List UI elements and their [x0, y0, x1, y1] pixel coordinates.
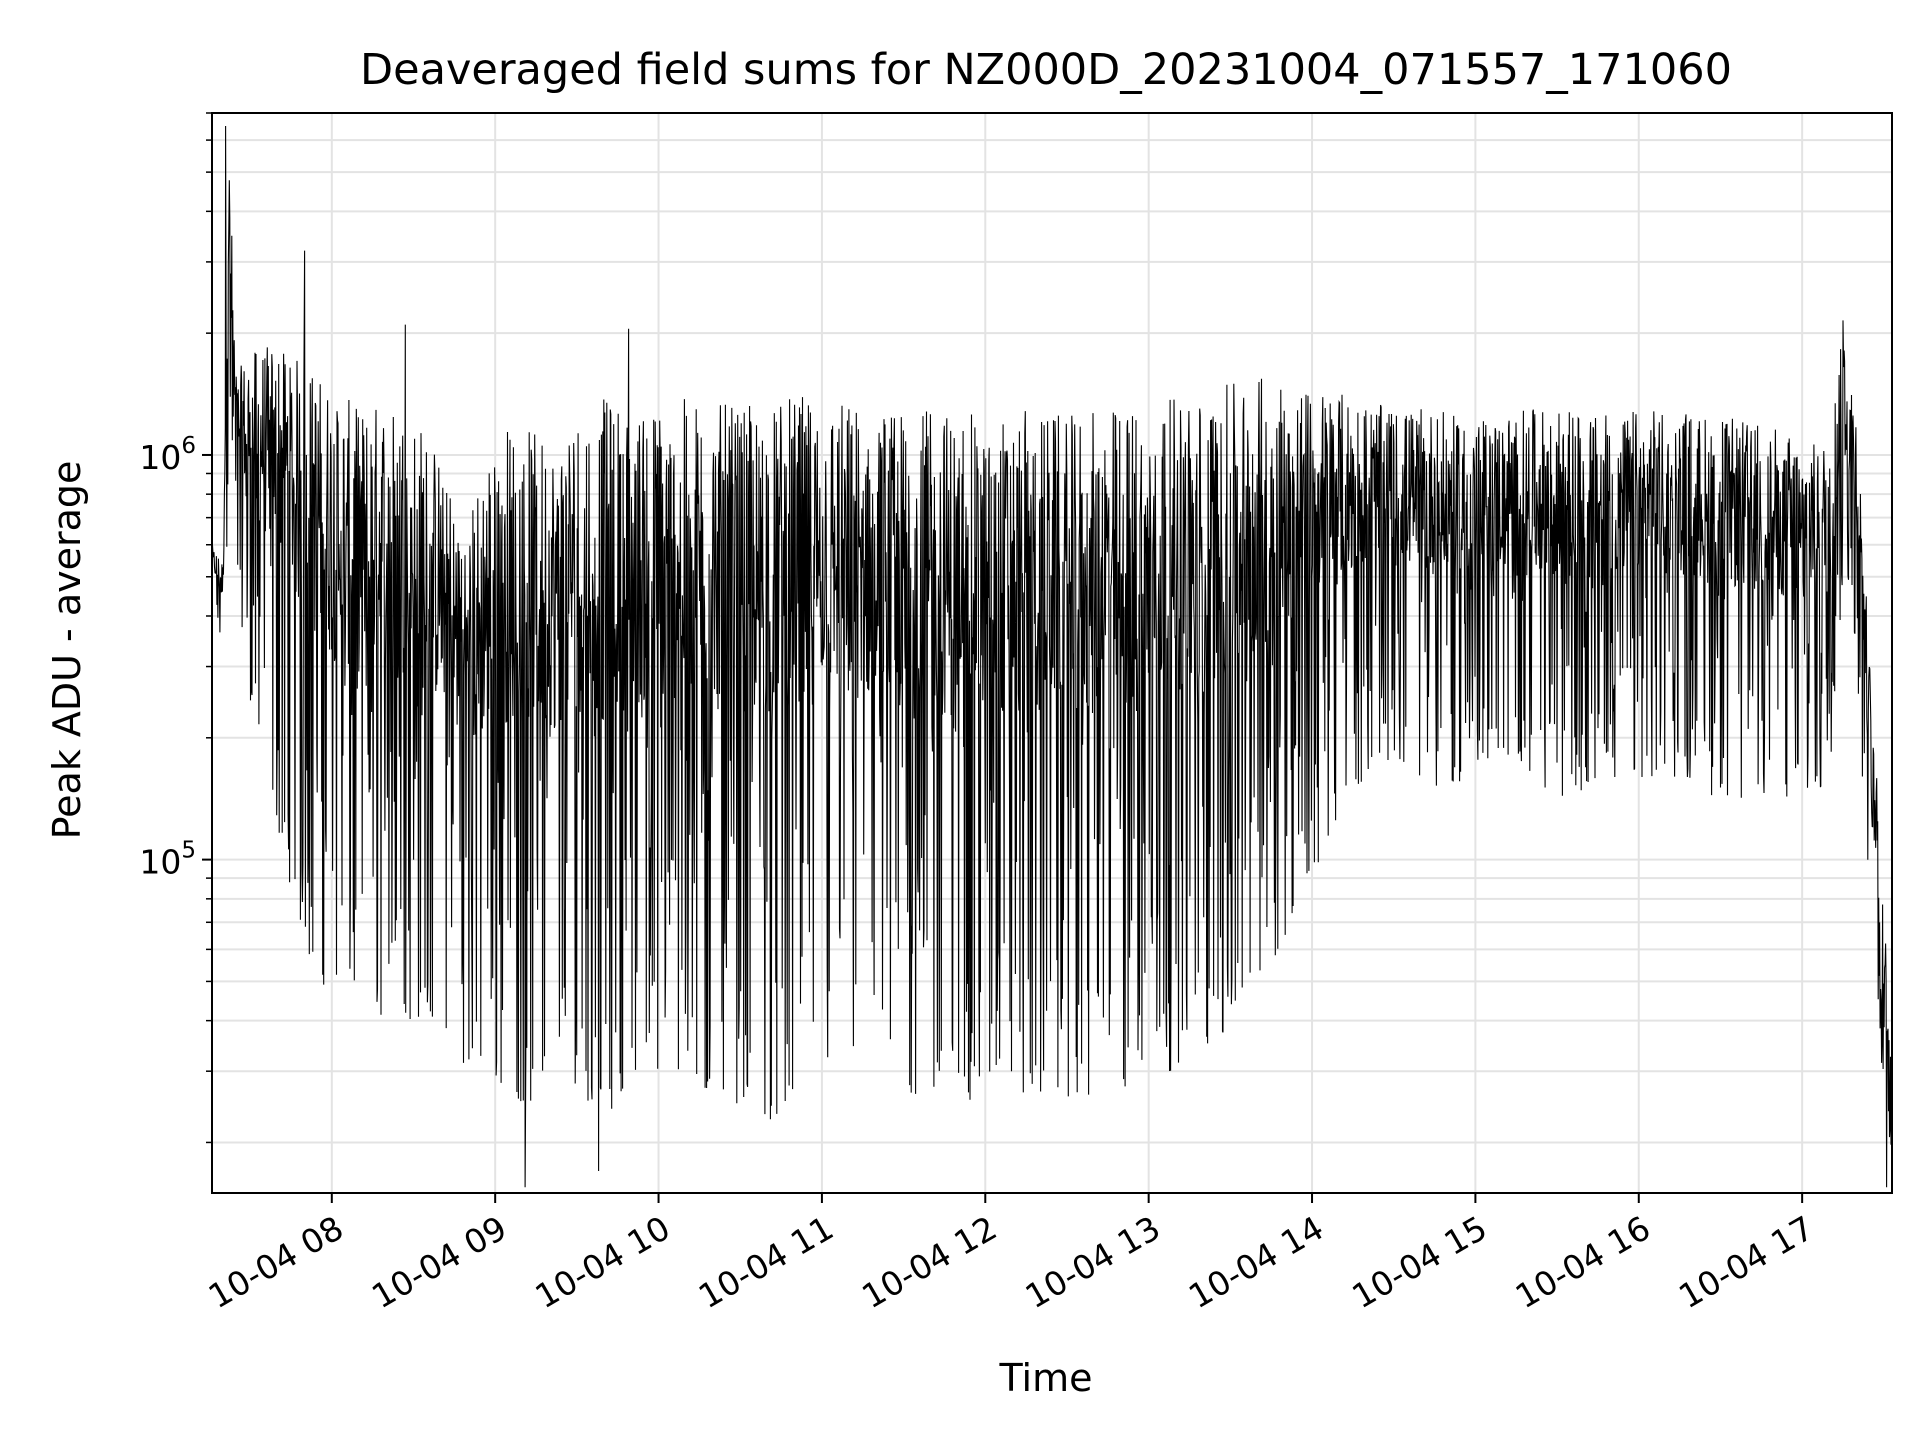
chart-title: Deaveraged field sums for NZ000D_2023100…: [360, 45, 1732, 95]
plot-area: [211, 125, 1893, 1188]
y-tick-label: 106: [139, 433, 196, 477]
x-axis-label: Time: [999, 1356, 1093, 1400]
series-line: [211, 125, 1893, 1188]
y-tick-label: 105: [139, 838, 196, 882]
y-axis-label: Peak ADU - average: [45, 461, 89, 840]
plot-frame: [211, 112, 1893, 1194]
